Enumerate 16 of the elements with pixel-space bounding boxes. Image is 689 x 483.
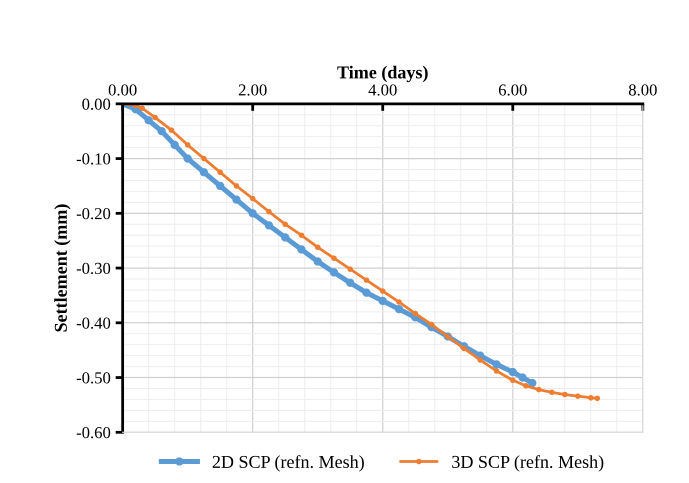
x-tick-label: 4.00 — [368, 84, 397, 96]
y-axis-title: Settlement (mm) — [54, 204, 71, 332]
x-tick-label: 2.00 — [238, 84, 267, 96]
y-tick-label: -0.60 — [76, 426, 110, 438]
x-axis-title: Time (days) — [337, 66, 428, 82]
y-tick-label: -0.40 — [76, 318, 110, 329]
y-tick-label: 0.00 — [82, 98, 110, 110]
x-tick-label: 8.00 — [628, 84, 657, 96]
y-tick-label: -0.20 — [76, 208, 110, 220]
x-tick-label: 6.00 — [498, 84, 527, 96]
legend-label: 3D SCP (refn. Mesh) — [452, 455, 604, 472]
legend-label: 2D SCP (refn. Mesh) — [212, 455, 364, 472]
y-tick-label: -0.50 — [76, 372, 110, 384]
y-tick-label: -0.10 — [76, 153, 110, 165]
y-tick-label: -0.30 — [76, 262, 110, 274]
x-tick-label: 0.00 — [108, 84, 137, 96]
